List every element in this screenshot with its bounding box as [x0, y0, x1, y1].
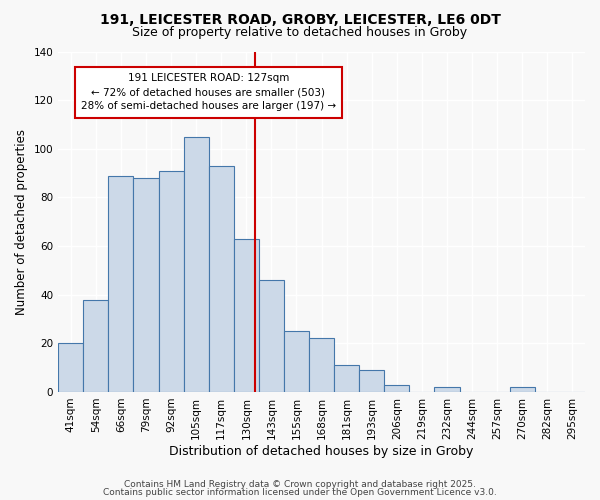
Bar [234, 239, 259, 392]
Bar [109, 176, 133, 392]
Bar [434, 387, 460, 392]
Bar [158, 170, 184, 392]
Bar [133, 178, 158, 392]
Bar [284, 331, 309, 392]
Bar [184, 136, 209, 392]
Bar [385, 384, 409, 392]
Bar [309, 338, 334, 392]
Y-axis label: Number of detached properties: Number of detached properties [15, 128, 28, 314]
Bar [58, 344, 83, 392]
Bar [259, 280, 284, 392]
Bar [83, 300, 109, 392]
Text: Contains HM Land Registry data © Crown copyright and database right 2025.: Contains HM Land Registry data © Crown c… [124, 480, 476, 489]
Text: Contains public sector information licensed under the Open Government Licence v3: Contains public sector information licen… [103, 488, 497, 497]
Text: 191, LEICESTER ROAD, GROBY, LEICESTER, LE6 0DT: 191, LEICESTER ROAD, GROBY, LEICESTER, L… [100, 12, 500, 26]
Bar [510, 387, 535, 392]
Text: Size of property relative to detached houses in Groby: Size of property relative to detached ho… [133, 26, 467, 39]
Bar [209, 166, 234, 392]
Bar [359, 370, 385, 392]
X-axis label: Distribution of detached houses by size in Groby: Distribution of detached houses by size … [169, 444, 474, 458]
Text: 191 LEICESTER ROAD: 127sqm
← 72% of detached houses are smaller (503)
28% of sem: 191 LEICESTER ROAD: 127sqm ← 72% of deta… [81, 74, 336, 112]
Bar [334, 365, 359, 392]
